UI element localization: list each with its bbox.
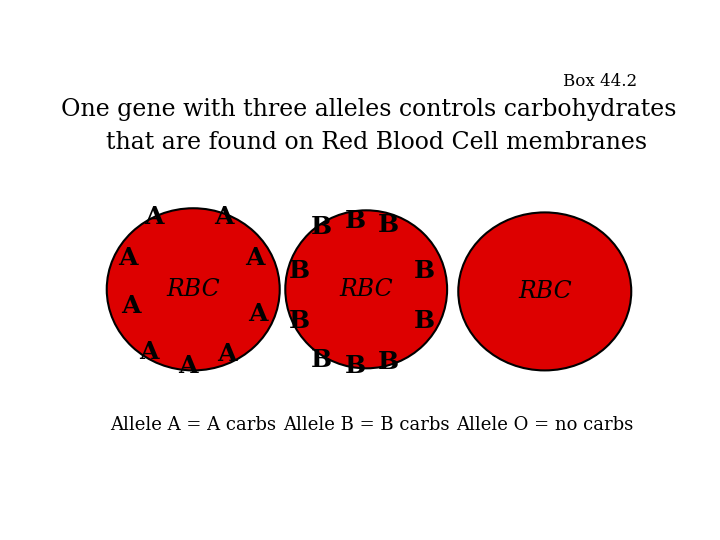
Text: that are found on Red Blood Cell membranes: that are found on Red Blood Cell membran… [91, 131, 647, 154]
Text: Box 44.2: Box 44.2 [563, 73, 637, 90]
Text: A: A [145, 205, 164, 228]
Text: Allele O = no carbs: Allele O = no carbs [456, 416, 634, 434]
Text: B: B [311, 348, 332, 372]
Text: RBC: RBC [339, 278, 393, 301]
Text: RBC: RBC [518, 280, 572, 303]
Text: A: A [121, 294, 140, 318]
Text: RBC: RBC [166, 278, 220, 301]
Text: B: B [311, 215, 332, 239]
Text: B: B [344, 354, 366, 378]
Text: B: B [289, 259, 310, 282]
Text: Allele A = A carbs: Allele A = A carbs [110, 416, 276, 434]
Text: A: A [178, 354, 197, 378]
Text: B: B [378, 213, 399, 237]
Ellipse shape [285, 210, 447, 368]
Text: Allele B = B carbs: Allele B = B carbs [283, 416, 449, 434]
Text: A: A [248, 302, 267, 326]
Text: B: B [289, 308, 310, 333]
Text: B: B [414, 308, 436, 333]
Text: A: A [245, 246, 264, 270]
Text: One gene with three alleles controls carbohydrates: One gene with three alleles controls car… [61, 98, 677, 121]
Text: A: A [217, 342, 236, 366]
Ellipse shape [107, 208, 280, 370]
Text: A: A [214, 205, 234, 228]
Text: B: B [344, 209, 366, 233]
Text: A: A [139, 340, 158, 364]
Text: A: A [118, 246, 138, 270]
Ellipse shape [458, 212, 631, 370]
Text: B: B [414, 259, 436, 282]
Text: B: B [378, 350, 399, 374]
